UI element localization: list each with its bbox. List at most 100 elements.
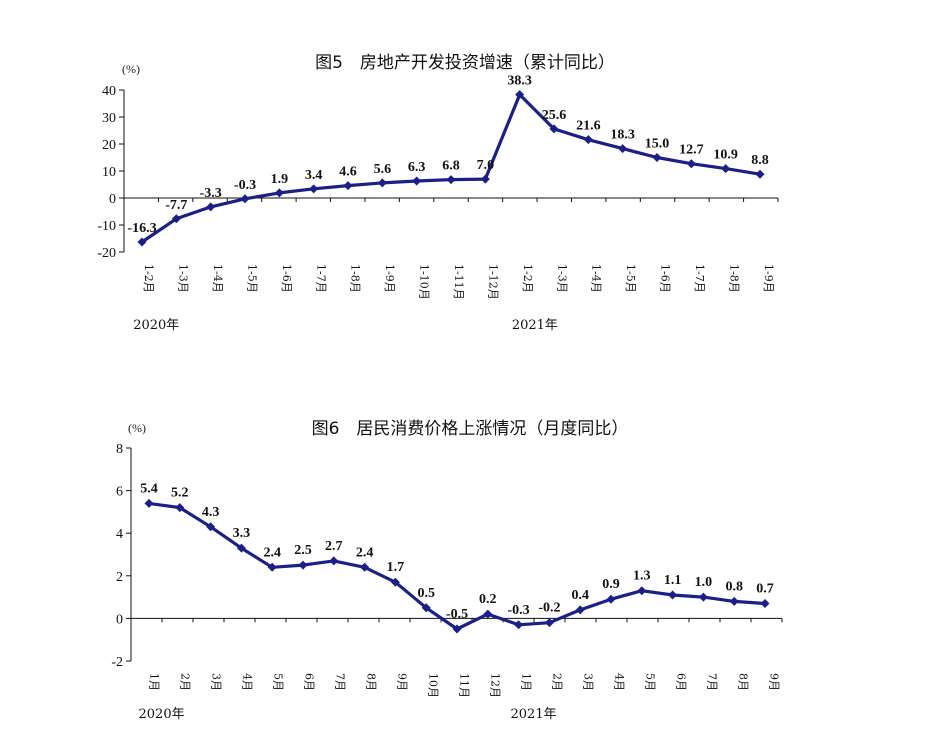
data-label: 1.0	[695, 575, 713, 590]
data-label: 0.4	[571, 588, 589, 603]
x-tick-label: 1-7月	[693, 264, 706, 293]
x-tick-label: 1-6月	[280, 264, 293, 293]
data-point	[240, 194, 250, 204]
x-tick-label: 1-3月	[555, 264, 568, 293]
year-label: 2020年	[133, 318, 179, 333]
data-point	[637, 586, 647, 596]
x-tick-label: 1-2月	[142, 264, 155, 293]
y-tick-label: 10	[102, 165, 116, 180]
data-point	[698, 592, 708, 602]
y-tick-label: 0	[116, 612, 123, 627]
data-point	[446, 175, 456, 185]
data-label: 4.6	[339, 165, 357, 180]
x-tick-label: 2月	[179, 673, 192, 691]
x-tick-label: 1-9月	[762, 264, 775, 293]
data-point	[515, 90, 525, 100]
x-tick-label: 8月	[365, 673, 378, 691]
x-tick-label: 9月	[768, 673, 781, 691]
x-tick-label: 1-10月	[418, 264, 431, 300]
y-tick-label: 2	[116, 570, 123, 585]
x-tick-label: 1-7月	[314, 264, 327, 293]
chart-title: 图6 居民消费价格上涨情况（月度同比）	[312, 419, 629, 439]
data-label: -0.2	[538, 601, 560, 616]
x-tick-label: 10月	[427, 673, 440, 698]
data-point	[583, 135, 593, 145]
data-point	[549, 124, 559, 134]
y-unit-label: (%)	[128, 421, 146, 435]
x-tick-label: 2月	[551, 673, 564, 691]
data-label: 1.7	[387, 560, 405, 575]
x-tick-label: 4月	[241, 673, 254, 691]
y-tick-label: 20	[102, 138, 116, 153]
data-label: 1.1	[664, 573, 682, 588]
x-tick-label: 9月	[396, 673, 409, 691]
x-tick-label: 1-3月	[177, 264, 190, 293]
data-label: 0.7	[756, 581, 774, 596]
data-point	[267, 562, 277, 572]
data-label: 6.3	[408, 160, 426, 175]
data-label: 3.3	[233, 526, 251, 541]
y-tick-label: -20	[97, 246, 116, 261]
y-tick-label: 8	[116, 442, 123, 457]
x-tick-label: 6月	[675, 673, 688, 691]
data-point	[606, 594, 616, 604]
x-tick-label: 1-6月	[659, 264, 672, 293]
data-label: 0.5	[417, 586, 435, 601]
data-point	[729, 596, 739, 606]
x-tick-label: 1-8月	[349, 264, 362, 293]
y-unit-label: (%)	[122, 62, 140, 76]
data-point	[668, 590, 678, 600]
data-label: 0.9	[602, 577, 620, 592]
data-label: 6.8	[442, 159, 460, 174]
data-point	[421, 603, 431, 613]
x-tick-label: 1-4月	[211, 264, 224, 293]
data-label: 2.7	[325, 539, 343, 554]
y-tick-label: -2	[111, 655, 123, 670]
data-label: 10.9	[713, 148, 738, 163]
y-tick-label: 6	[116, 485, 123, 500]
data-point	[309, 184, 319, 194]
data-point	[206, 522, 216, 532]
data-point	[652, 153, 662, 162]
year-label: 2021年	[511, 707, 557, 722]
x-tick-label: 11月	[458, 673, 471, 698]
data-label: -7.7	[165, 198, 187, 213]
x-tick-label: 4月	[613, 673, 626, 691]
data-label: -0.3	[234, 178, 256, 193]
x-tick-label: 1-11月	[452, 264, 465, 300]
data-label: 5.6	[374, 162, 392, 177]
chart-6: 图6 居民消费价格上涨情况（月度同比） (%) 8 6 4 2 0 -2 1月 2月 3月 4月 5月 6…	[111, 419, 783, 722]
data-point	[483, 609, 493, 619]
data-point	[236, 543, 246, 553]
data-label: 38.3	[507, 74, 532, 89]
data-point	[377, 178, 387, 188]
chart-title: 图5 房地产开发投资增速（累计同比）	[315, 53, 615, 73]
x-tick-label: 3月	[210, 673, 223, 691]
year-label: 2021年	[512, 318, 558, 333]
x-tick-label: 3月	[582, 673, 595, 691]
data-label: 4.3	[202, 505, 220, 520]
data-label: 7.0	[477, 158, 495, 173]
x-tick-label: 1-2月	[521, 264, 534, 293]
data-label: -3.3	[200, 186, 222, 201]
data-point	[171, 214, 181, 224]
data-point	[755, 169, 765, 179]
data-point	[137, 237, 147, 247]
data-point	[175, 503, 185, 513]
y-tick-label: -10	[97, 219, 116, 234]
data-label: 18.3	[610, 128, 635, 143]
data-point	[390, 577, 400, 587]
data-point	[686, 159, 696, 169]
data-label: 21.6	[576, 119, 601, 134]
data-point	[514, 620, 524, 630]
data-label: 2.4	[263, 545, 281, 560]
data-point	[360, 562, 370, 572]
data-point	[144, 498, 154, 508]
x-tick-label: 12月	[489, 673, 502, 698]
y-tick-label: 4	[116, 527, 123, 542]
data-point	[575, 605, 585, 615]
data-label: 3.4	[305, 168, 323, 183]
data-label: 25.6	[542, 108, 567, 123]
x-tick-label: 5月	[272, 673, 285, 691]
